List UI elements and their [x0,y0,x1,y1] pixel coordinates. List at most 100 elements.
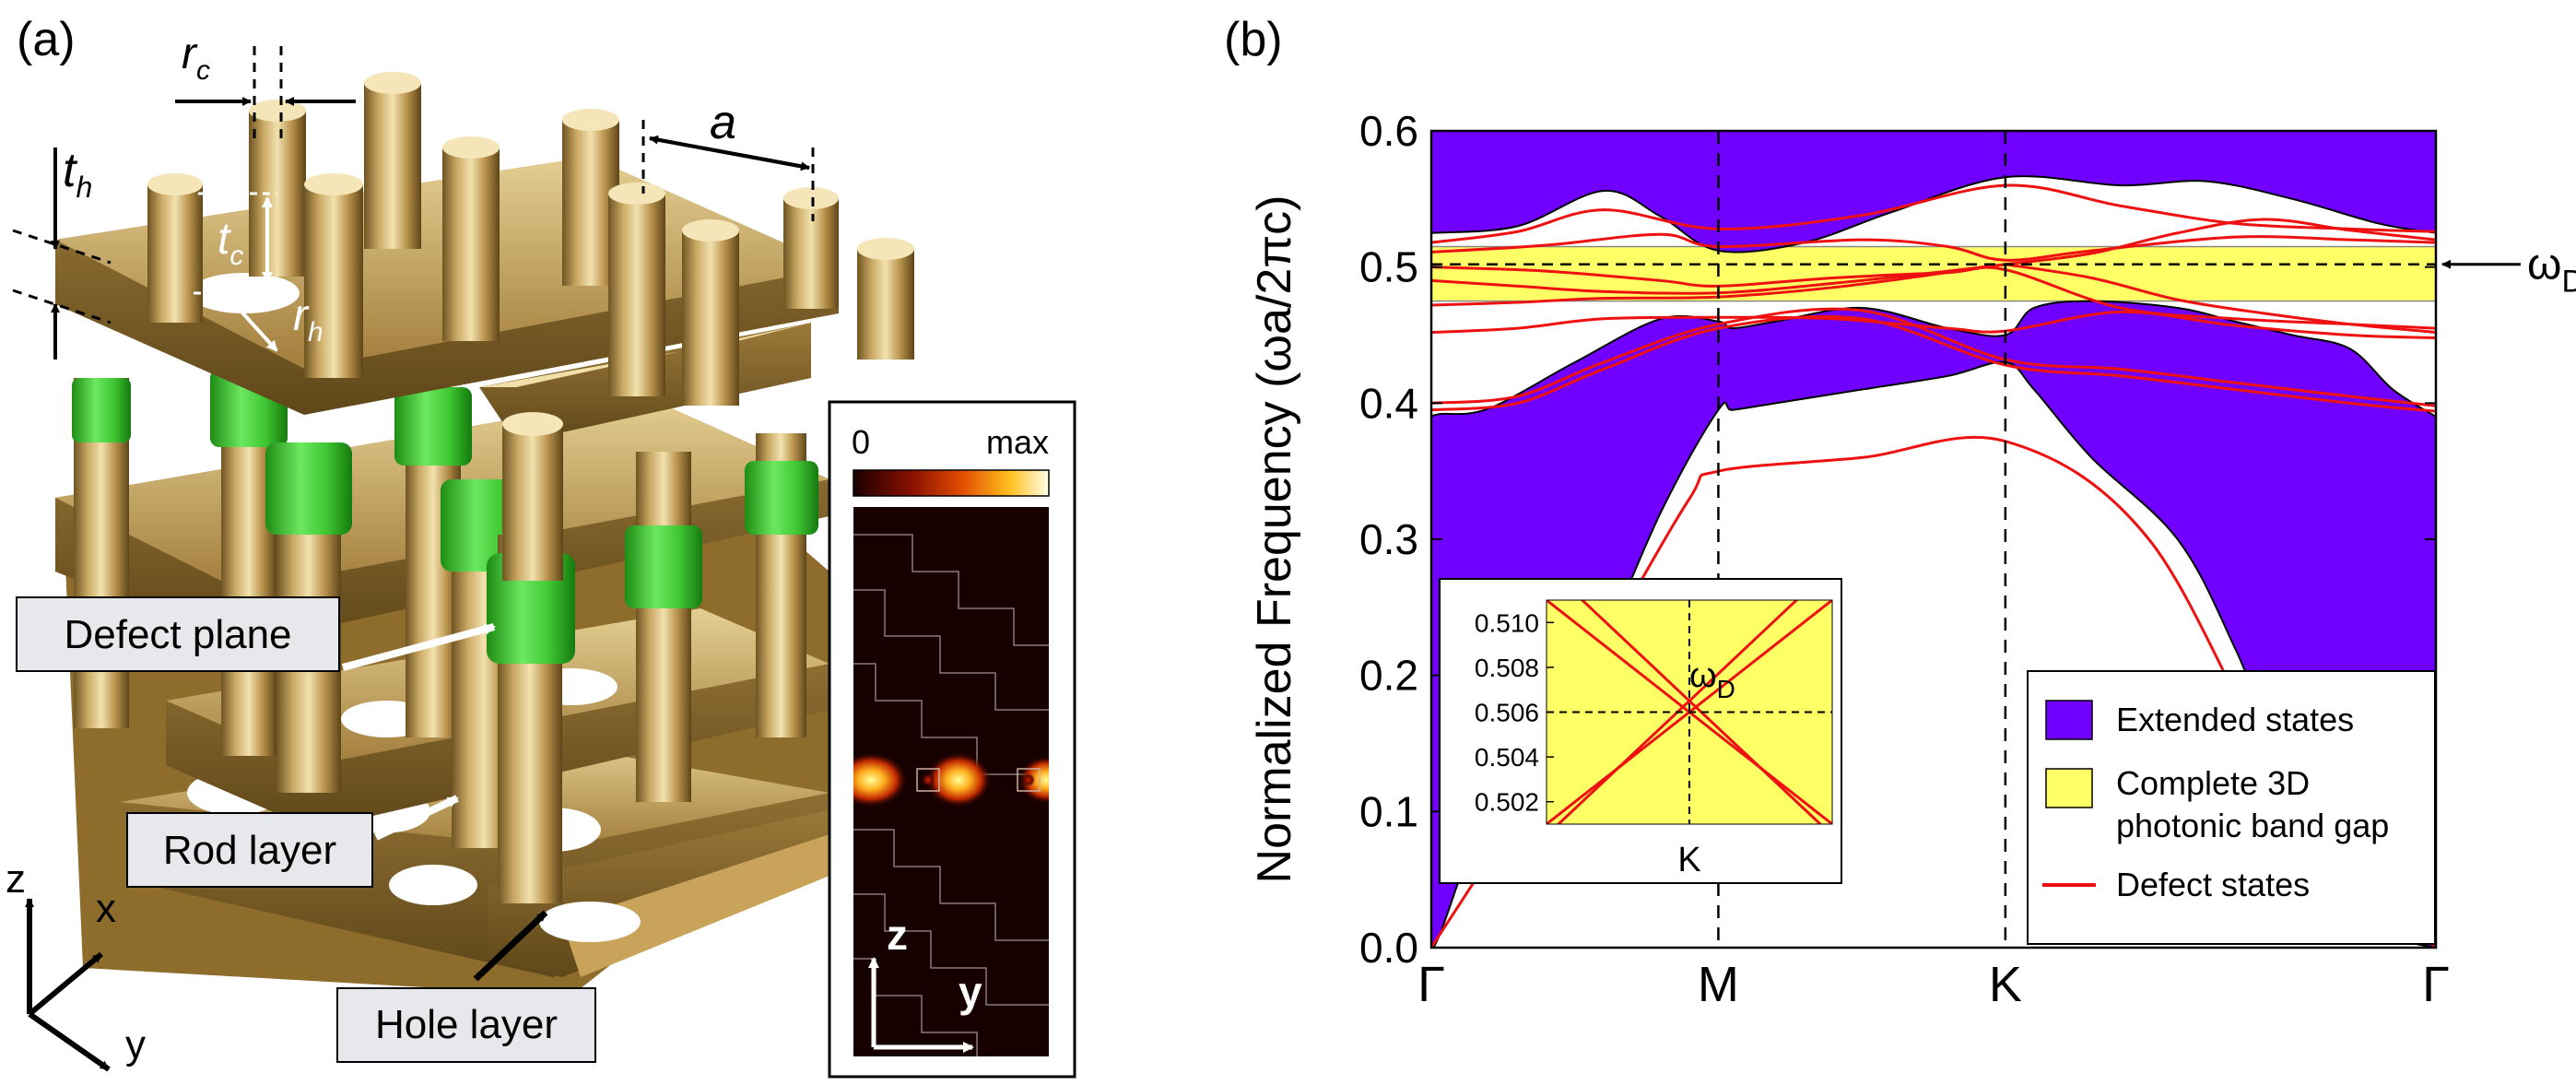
rod-top [783,187,839,209]
rod-top [608,183,665,205]
rod [783,198,839,309]
structure-outline [853,534,1049,646]
dimension-annotations: rc a th tc rh [12,29,815,360]
rod [364,83,421,249]
rod [608,194,665,396]
hole [539,902,641,942]
defect-state-curve [2005,218,2436,266]
defect-state-curve [1431,265,2436,330]
field-pattern [853,534,1049,1056]
axis-x-arrow [28,951,103,1017]
panel-b-label: (b) [1224,13,1283,66]
defect-state-curve [1431,310,2436,339]
callout-arrow [341,623,496,671]
callout-hole-layer: Hole layer [336,910,596,1063]
callout-text: Rod layer [163,828,336,873]
panel-b: (b) Normalized Frequency (ωa/2πc) 0.0 0.1… [1224,13,2576,1012]
callout-text: Defect plane [64,612,291,657]
defect-ring [745,461,818,535]
th-guide-line [12,289,112,324]
hole [389,865,477,905]
legend-swatch-gap [2045,768,2093,808]
dim-rc-label: rc [182,29,210,86]
legend-label: Extended states [2116,701,2354,738]
callout-arrow [374,795,459,841]
legend-label: Defect states [2116,866,2310,903]
inset-y-tick-label: 0.506 [1475,699,1539,727]
axis-z-label: z [6,856,26,902]
coordinate-axes: z x y [6,856,146,1072]
y-tick-label: 0.0 [1359,924,1418,972]
defect-state-curve [1431,183,2436,244]
rod [249,111,306,277]
x-tick-label: Γ [1417,957,1445,1012]
axis-y-arrow [28,1011,111,1072]
inset-y-tick-label: 0.502 [1475,788,1539,817]
y-tick-label: 0.6 [1359,107,1418,155]
x-tick-label: M [1698,957,1739,1012]
callout-defect-plane: Defect plane [16,596,496,672]
structure-outline [853,829,1049,941]
defect-state-curve [1431,232,2436,262]
defect-site-center [1022,773,1035,786]
rod-top [857,238,914,260]
legend-item-gap: Complete 3D photonic band gap [2045,764,2389,844]
legend-swatch-extended [2045,700,2093,740]
field-profile-inset: 0 max z y [828,400,1076,1079]
y-tick-label: 0.1 [1359,787,1418,835]
inset-axis-y-label: y [959,968,982,1016]
dim-a-label: a [710,96,736,149]
rod [857,249,914,360]
axes: 0.0 0.1 0.2 0.3 0.4 0.5 0.6 Γ M K Γ [1359,107,2450,1012]
zoom-inset: 0.510 0.508 0.506 0.504 0.502 ωD K [1439,578,1842,884]
structure-outline [853,893,1049,1006]
y-tick-label: 0.3 [1359,515,1418,563]
omega-d-marker: ωD [2441,241,2576,300]
field-hotspot [853,752,908,808]
inset-y-tick-label: 0.508 [1475,654,1539,682]
legend-item-defect: Defect states [2042,866,2310,903]
callout-text: Hole layer [375,1002,558,1047]
dim-tc-label: tc [218,215,243,271]
defect-site-center [922,773,935,786]
colorbar-max-label: max [986,423,1049,461]
defect-site [1017,768,1041,792]
rod-top [442,136,500,159]
legend-label: Complete 3D [2116,764,2310,802]
inset-plot-area [1547,600,1832,824]
a-arrow [649,135,810,170]
inset-y-tick-label: 0.504 [1475,743,1539,772]
defect-ring [72,378,131,442]
rod-top [562,109,619,131]
inset-plot-frame [1546,599,1833,825]
top-rods [147,72,914,581]
y-axis-title: Normalized Frequency (ωa/2πc) [1248,195,1301,884]
rod-top [502,412,563,436]
axis-x-label: x [96,886,116,931]
y-tick-label: 0.2 [1359,652,1418,700]
defect-site [916,768,940,792]
rod [304,184,363,378]
structure-outline [853,589,1049,711]
legend-label: photonic band gap [2116,807,2389,844]
callout-box [336,987,596,1063]
rod-top [682,219,739,242]
defect-state-curve [1431,314,2436,413]
hole [189,273,300,313]
y-tick-label: 0.5 [1359,243,1418,291]
inset-y-tick-label: 0.510 [1475,608,1539,637]
legend-box [2027,670,2436,945]
legend: Extended states Complete 3D photonic ban… [2027,670,2436,945]
omega-d-label: ωD [2527,241,2576,300]
dim-th-label: th [63,144,92,204]
inset-defect-curve [1556,600,1799,824]
defect-state-curve [1431,307,2436,407]
rod-top [147,173,203,195]
field-hotspot [925,752,992,808]
colorbar-min-label: 0 [852,423,870,461]
panel-a-label: (a) [17,13,76,66]
y-tick-label: 0.4 [1359,379,1418,427]
rod [502,424,563,581]
inset-axis-z-label: z [887,911,908,959]
rod [442,147,500,341]
